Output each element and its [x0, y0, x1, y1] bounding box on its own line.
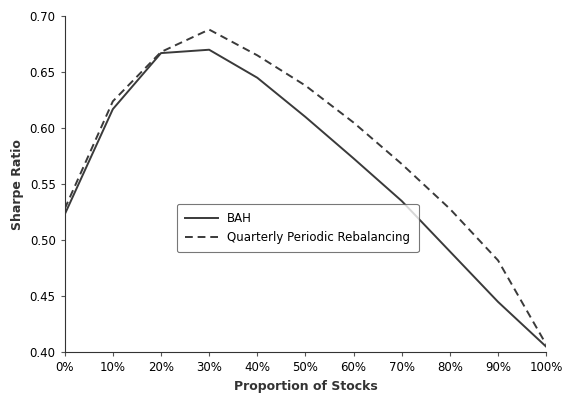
- Quarterly Periodic Rebalancing: [350, 120, 357, 125]
- Quarterly Periodic Rebalancing: [398, 162, 405, 166]
- BAH: [398, 199, 405, 204]
- BAH: [447, 249, 453, 254]
- Quarterly Periodic Rebalancing: [205, 27, 212, 32]
- Quarterly Periodic Rebalancing: [447, 206, 453, 211]
- Line: Quarterly Periodic Rebalancing: Quarterly Periodic Rebalancing: [65, 29, 546, 345]
- Quarterly Periodic Rebalancing: [543, 342, 550, 347]
- Quarterly Periodic Rebalancing: [61, 206, 68, 211]
- Legend: BAH, Quarterly Periodic Rebalancing: BAH, Quarterly Periodic Rebalancing: [177, 204, 418, 252]
- BAH: [254, 75, 261, 80]
- X-axis label: Proportion of Stocks: Proportion of Stocks: [234, 380, 377, 393]
- BAH: [110, 107, 117, 112]
- BAH: [61, 212, 68, 217]
- BAH: [350, 156, 357, 161]
- Quarterly Periodic Rebalancing: [157, 50, 164, 55]
- Y-axis label: Sharpe Ratio: Sharpe Ratio: [11, 139, 24, 229]
- Quarterly Periodic Rebalancing: [495, 258, 502, 263]
- BAH: [157, 50, 164, 55]
- Quarterly Periodic Rebalancing: [302, 83, 309, 88]
- Quarterly Periodic Rebalancing: [254, 53, 261, 58]
- BAH: [495, 299, 502, 304]
- BAH: [543, 344, 550, 349]
- Line: BAH: BAH: [65, 50, 546, 347]
- BAH: [205, 47, 212, 52]
- Quarterly Periodic Rebalancing: [110, 99, 117, 104]
- BAH: [302, 115, 309, 120]
